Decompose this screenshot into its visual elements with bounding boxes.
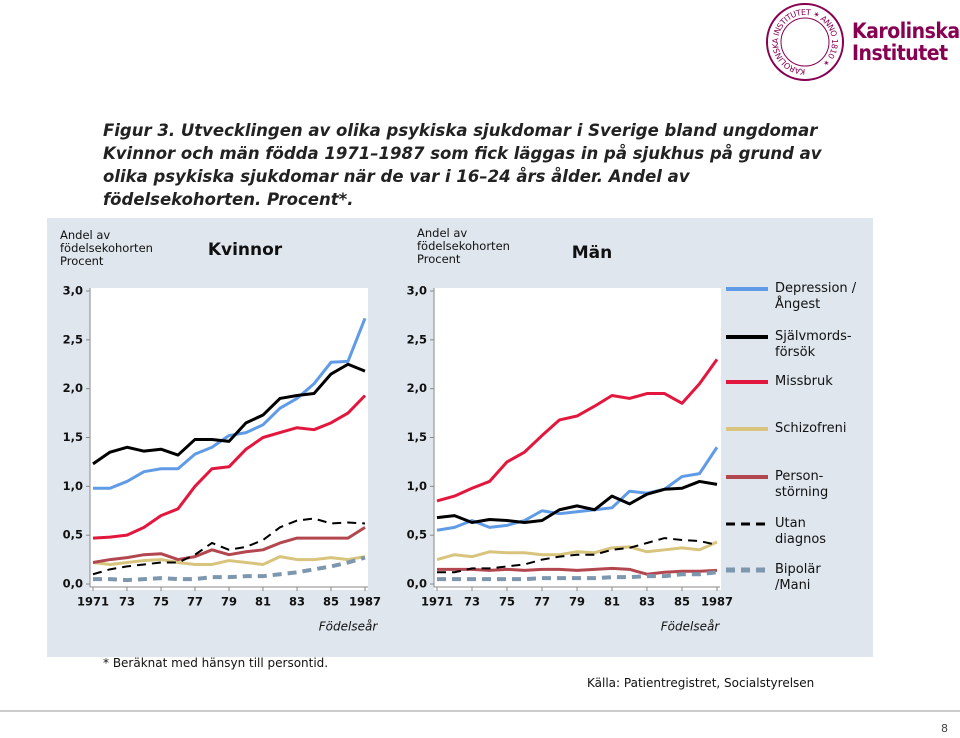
y-tick-label: 3,0 — [407, 284, 427, 298]
y-tick-label: 2,0 — [407, 381, 427, 395]
y-tick-label: 2,0 — [63, 381, 83, 395]
series-line — [92, 526, 366, 564]
x-tick-label: 75 — [153, 595, 169, 609]
x-tick-label: 83 — [639, 595, 655, 609]
seal-inner — [780, 17, 830, 67]
x-tick-label: 1987 — [349, 595, 381, 609]
legend-label: Schizofreni — [775, 421, 847, 436]
series-line — [437, 570, 718, 582]
x-tick-label: 1987 — [701, 595, 733, 609]
x-tick-label: 83 — [289, 595, 305, 609]
legend-label: Depression /Ångest — [775, 281, 857, 312]
plot-area — [434, 288, 721, 590]
series-line — [436, 540, 718, 562]
x-tick-label: 1971 — [421, 595, 453, 609]
x-tick-label: 75 — [499, 595, 515, 609]
page-number: 8 — [941, 722, 948, 735]
chart-title: Kvinnor — [208, 240, 283, 260]
y-tick-label: 0,5 — [63, 528, 83, 542]
y-tick-label: 1,5 — [407, 430, 427, 444]
series-line — [93, 555, 366, 583]
y-tick-label: 0,0 — [407, 577, 427, 591]
x-axis-label: Födelseår — [319, 620, 379, 634]
y-tick-label: 2,5 — [407, 332, 427, 346]
chart-title: Män — [572, 243, 613, 263]
series-line — [436, 358, 719, 503]
source: Källa: Patientregistret, Socialstyrelsen — [587, 676, 815, 690]
logo-name: Karolinska Institutet — [852, 19, 960, 65]
x-tick-label: 79 — [221, 595, 237, 609]
x-tick-label: 85 — [674, 595, 690, 609]
legend-label: Självmords-försök — [775, 329, 852, 360]
series-line — [93, 317, 367, 490]
series-line — [92, 394, 367, 540]
series-line — [437, 537, 718, 574]
figure-title: Figur 3. Utvecklingen av olika psykiska … — [103, 121, 818, 140]
series-line — [92, 517, 366, 576]
legend-label: Missbruk — [775, 374, 833, 389]
series-line — [436, 479, 718, 524]
y-tick-label: 1,0 — [63, 479, 83, 493]
seal-ring — [766, 3, 844, 81]
x-tick-label: 77 — [187, 595, 203, 609]
legend-label: Person-störning — [775, 469, 829, 500]
x-tick-label: 77 — [534, 595, 550, 609]
series-line — [437, 566, 718, 576]
y-axis-label: Andel av födelsekohorten Procent — [417, 226, 510, 266]
y-tick-label: 1,5 — [63, 430, 83, 444]
x-tick-label: 81 — [604, 595, 620, 609]
legend-label: Bipolär /Mani — [775, 562, 821, 593]
legend-label: Utan diagnos — [775, 516, 827, 547]
figure-description: Kvinnor och män födda 1971–1987 som fick… — [103, 144, 822, 209]
y-axis-label: Andel av födelsekohorten Procent — [60, 228, 153, 268]
plot-area — [90, 288, 368, 590]
y-tick-label: 3,0 — [63, 284, 83, 298]
x-axis-label: Födelseår — [661, 620, 721, 634]
footnote: * Beräknat med hänsyn till persontid. — [103, 656, 329, 670]
x-tick-label: 73 — [464, 595, 480, 609]
x-tick-label: 85 — [323, 595, 339, 609]
x-tick-label: 73 — [119, 595, 135, 609]
y-tick-label: 0,0 — [63, 577, 83, 591]
x-tick-label: 81 — [255, 595, 271, 609]
y-tick-label: 0,5 — [407, 528, 427, 542]
y-tick-label: 2,5 — [63, 332, 83, 346]
series-line — [92, 555, 366, 566]
logo-seal: KAROLINSKA INSTITUTET ✶ ANNO 1810 ✶ — [766, 3, 844, 81]
series-line — [436, 446, 719, 532]
y-tick-label: 1,0 — [407, 479, 427, 493]
series-line — [92, 362, 366, 466]
x-tick-label: 79 — [569, 595, 585, 609]
x-tick-label: 1971 — [77, 595, 109, 609]
